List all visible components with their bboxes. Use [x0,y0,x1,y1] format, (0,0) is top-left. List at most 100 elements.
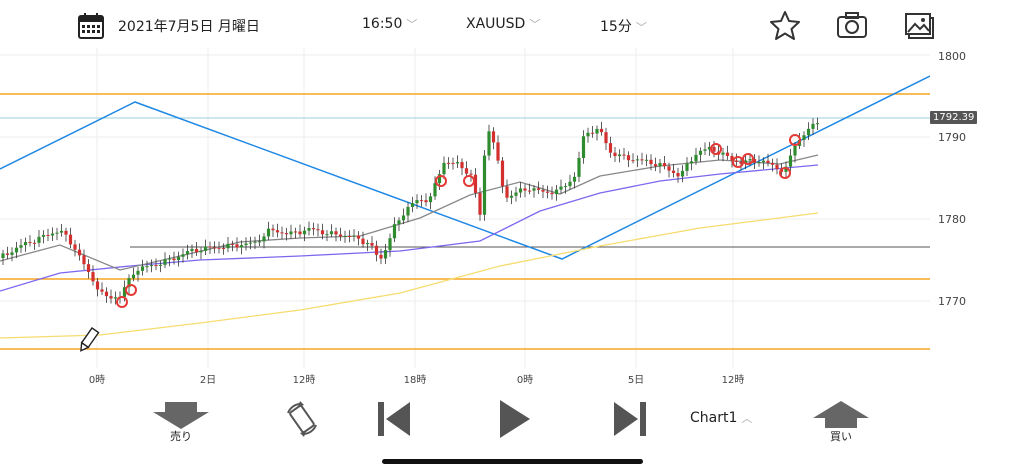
candle-body [667,166,671,171]
candle-body [68,234,73,245]
candle-body [356,235,361,239]
time-tick: 5日 [627,375,645,386]
candle-body [689,161,694,164]
candle-body [266,228,271,237]
candle-body [23,242,28,246]
candle-body [167,258,172,260]
price-chart[interactable] [0,48,931,388]
candle-body [680,170,685,177]
candle-body [307,228,311,231]
candle-body [316,229,320,231]
favorite-star-icon[interactable] [770,10,800,44]
candle-body [536,188,541,190]
candle-body [347,235,352,237]
candle-body [239,245,244,248]
candle-body [73,244,77,250]
candle-body [1,253,5,258]
signal-marker [742,153,754,165]
candle-body [424,200,428,203]
chevron-down-icon: ﹀ [529,18,541,31]
date-label[interactable]: 2021年7月5日 月曜日 [118,19,260,35]
skip-forward-icon[interactable] [612,400,648,442]
candle-body [613,152,617,157]
time-selector[interactable]: 16:50 ﹀ [362,16,417,32]
candle-body [694,154,698,162]
candle-body [320,230,325,235]
candle-body [622,154,626,156]
candle-body [487,131,491,156]
candle-body [568,181,572,187]
chart-canvas[interactable] [0,48,931,388]
candle-body [554,189,559,195]
candle-body [374,245,379,255]
candle-body [235,244,239,248]
moving-average [0,212,819,339]
candle-body [685,163,689,171]
candle-body [163,259,167,265]
calendar-icon[interactable] [78,13,104,43]
play-icon[interactable] [498,398,532,444]
candle-body [248,242,253,244]
candle-body [190,248,194,252]
candle-body [545,191,550,193]
moving-average [0,164,819,292]
candle-body [635,159,640,161]
candle-body [176,256,181,261]
chart-selector[interactable]: Chart1 ︿ [690,410,752,426]
buy-button[interactable]: 買い [810,400,872,444]
candle-body [298,231,302,235]
candle-body [397,220,401,225]
candle-body [140,266,145,271]
candle-body [199,250,203,253]
candle-body [698,150,703,155]
candle-body [158,264,163,266]
top-toolbar: 2021年7月5日 月曜日 16:50 ﹀ XAUUSD ﹀ 15分 ﹀ [0,0,1024,48]
candle-body [725,152,730,156]
price-tick: 1770 [938,295,966,308]
current-price-badge: 1792.39 [930,111,978,124]
candle-body [707,146,712,150]
candle-body [469,173,473,175]
time-tick: 12時 [292,375,316,386]
candle-body [784,166,788,172]
candle-body [662,163,667,167]
candle-body [226,243,230,249]
sell-button[interactable]: 売り [150,400,212,444]
candle-body [352,235,356,237]
timeframe-selector[interactable]: 15分 ﹀ [600,16,647,36]
candle-body [455,162,460,164]
candle-body [221,248,226,250]
candle-body [122,287,127,297]
pencil-icon[interactable] [78,327,100,353]
chevron-down-icon: ﹀ [406,18,418,31]
candle-body [793,145,797,156]
price-tick: 1790 [938,131,966,144]
time-tick: 18時 [403,375,427,386]
candle-body [334,231,338,235]
skip-back-icon[interactable] [376,400,412,442]
time-tick: 2日 [199,375,217,386]
candle-body [577,158,581,177]
candle-body [478,192,482,215]
time-label: 16:50 [362,16,403,32]
candle-body [136,270,140,275]
gallery-icon[interactable] [905,10,935,44]
candle-body [59,230,64,233]
symbol-selector[interactable]: XAUUSD ﹀ [466,16,540,32]
candle-body [379,254,383,259]
candle-body [550,192,554,195]
candle-body [748,159,752,161]
candle-body [217,247,221,249]
candle-body [505,186,509,198]
candle-body [104,291,109,297]
camera-icon[interactable] [836,11,868,43]
candle-body [127,278,131,288]
candle-body [64,230,68,235]
candle-body [640,159,644,161]
rotate-screen-icon[interactable] [282,401,322,441]
candle-body [361,238,365,245]
candle-body [676,173,680,177]
candle-body [5,253,10,255]
candle-body [100,289,104,292]
candle-body [194,248,199,253]
